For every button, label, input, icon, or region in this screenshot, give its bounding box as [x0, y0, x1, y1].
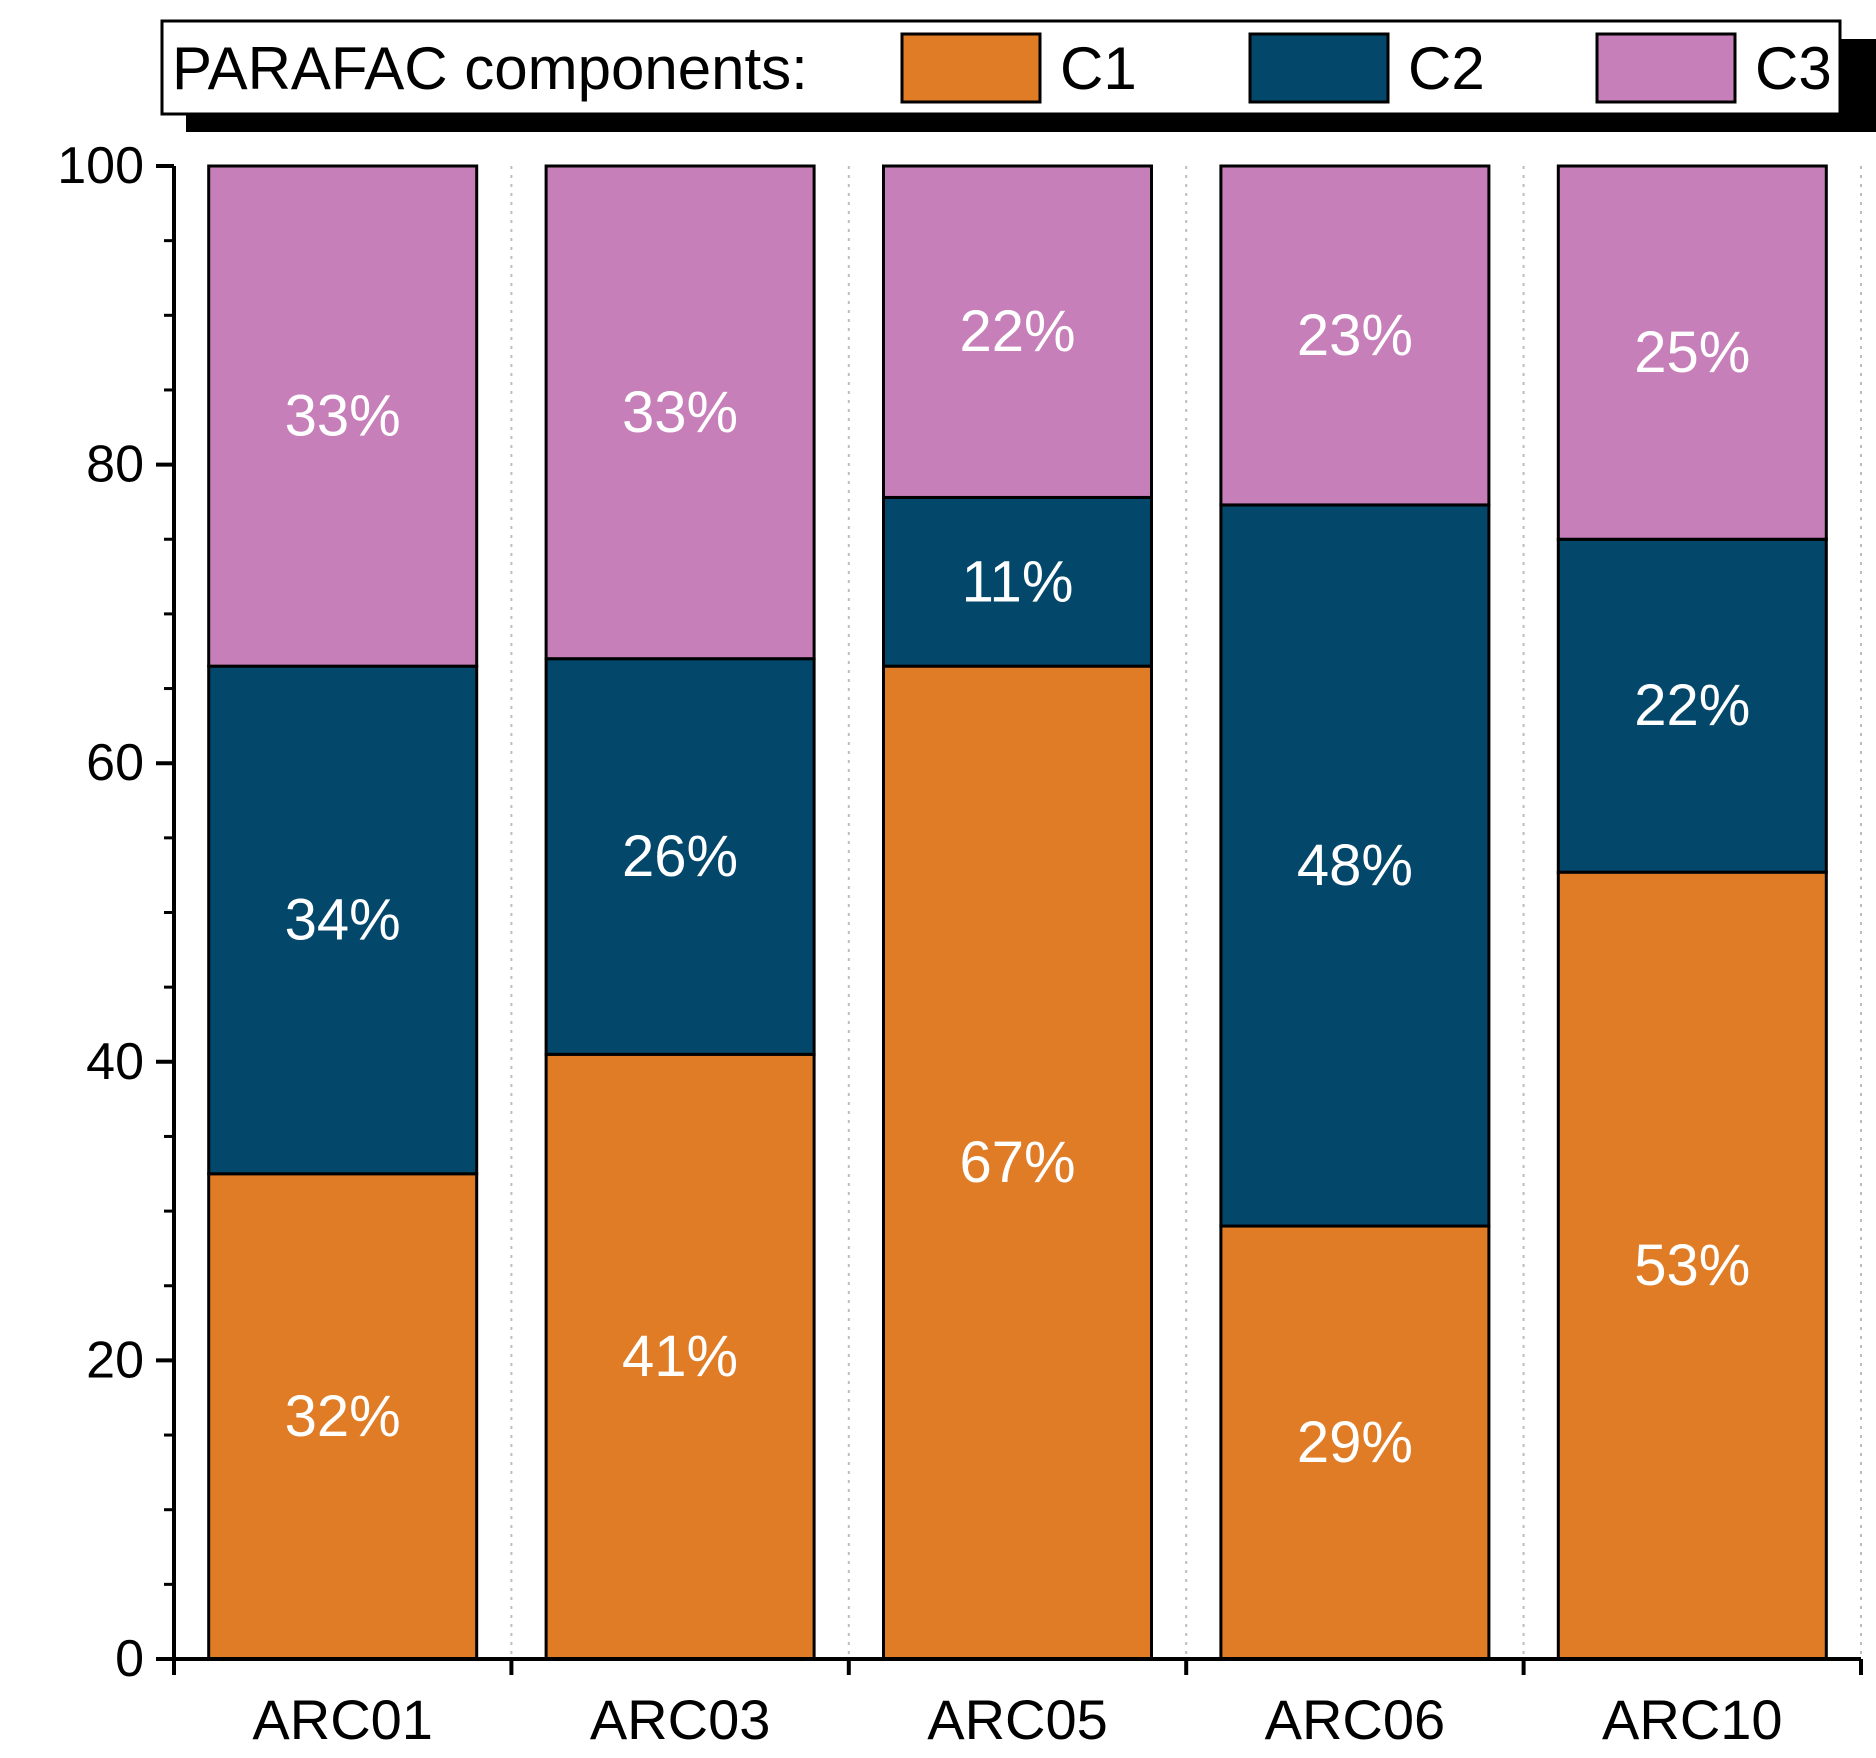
bar-arc03-c3-label: 33%: [622, 380, 738, 445]
bar-arc01-c3: [207, 164, 479, 668]
x-tick-label-arc05: ARC05: [927, 1688, 1108, 1751]
bar-arc06-c2-label: 48%: [1297, 833, 1413, 898]
bar-arc01-c3-label: 33%: [285, 384, 401, 449]
bar-arc06-c3-label: 23%: [1297, 303, 1413, 368]
y-tick-label-0: 0: [115, 1630, 144, 1688]
legend-swatch-c1: [900, 32, 1042, 104]
bar-arc10-c1-label: 53%: [1634, 1233, 1750, 1298]
axes: [156, 164, 1863, 1675]
x-tick-label-arc03: ARC03: [590, 1688, 771, 1751]
bar-arc01-c1: [207, 1172, 479, 1661]
bar-arc03-c1-label: 41%: [622, 1324, 738, 1389]
bar-arc10-c3-label: 25%: [1634, 320, 1750, 385]
legend-swatch-c3: [1595, 32, 1737, 104]
x-tick-label-arc01: ARC01: [252, 1688, 433, 1751]
y-tick-labels: 0 20 40 60 80 100: [57, 137, 144, 1688]
bar-arc10-c1: [1556, 870, 1828, 1661]
bar-arc01-c1-label: 32%: [285, 1384, 401, 1449]
legend: PARAFAC components: C1 C2 C3: [160, 19, 1876, 132]
bar-arc05-c1-label: 67%: [959, 1130, 1075, 1195]
bar-arc06-c1-label: 29%: [1297, 1410, 1413, 1475]
legend-label-c3: C3: [1755, 35, 1832, 102]
legend-label-c2: C2: [1408, 35, 1485, 102]
category-separators: [510, 166, 1862, 1659]
bar-arc10-c2: [1556, 537, 1828, 874]
x-tick-labels: ARC01 ARC03 ARC05 ARC06 ARC10: [252, 1688, 1782, 1751]
bar-arc01-c2: [207, 664, 479, 1176]
bar-arc03-c3: [544, 164, 816, 661]
legend-swatch-c2: [1248, 32, 1390, 104]
bar-arc05-c3-label: 22%: [959, 299, 1075, 364]
y-tick-label-40: 40: [86, 1033, 144, 1091]
y-tick-label-20: 20: [86, 1331, 144, 1389]
bar-arc05-c2-label: 11%: [962, 549, 1074, 614]
bar-arc05-c2: [882, 495, 1153, 668]
bar-arc10-c3: [1556, 164, 1828, 541]
bar-arc03-c2: [544, 657, 816, 1056]
bar-arc05-c3: [882, 164, 1153, 499]
legend-label-c1: C1: [1060, 35, 1137, 102]
x-tick-label-arc06: ARC06: [1265, 1688, 1446, 1751]
bar-arc06-c1: [1219, 1224, 1491, 1661]
bar-segments: [207, 164, 1828, 1661]
bar-value-labels: 32% 34% 33% 41% 26% 33% 67% 11% 22% 29% 48% 23% 53% 2…: [285, 299, 1751, 1475]
bar-arc06-c3: [1219, 164, 1491, 507]
bar-arc10-c2-label: 22%: [1634, 673, 1750, 738]
y-tick-label-80: 80: [86, 436, 144, 494]
y-tick-label-100: 100: [57, 137, 144, 195]
bar-arc03-c2-label: 26%: [622, 824, 738, 889]
y-tick-label-60: 60: [86, 734, 144, 792]
x-tick-label-arc10: ARC10: [1602, 1688, 1783, 1751]
legend-title: PARAFAC components:: [172, 35, 808, 102]
bar-arc01-c2-label: 34%: [285, 887, 401, 952]
